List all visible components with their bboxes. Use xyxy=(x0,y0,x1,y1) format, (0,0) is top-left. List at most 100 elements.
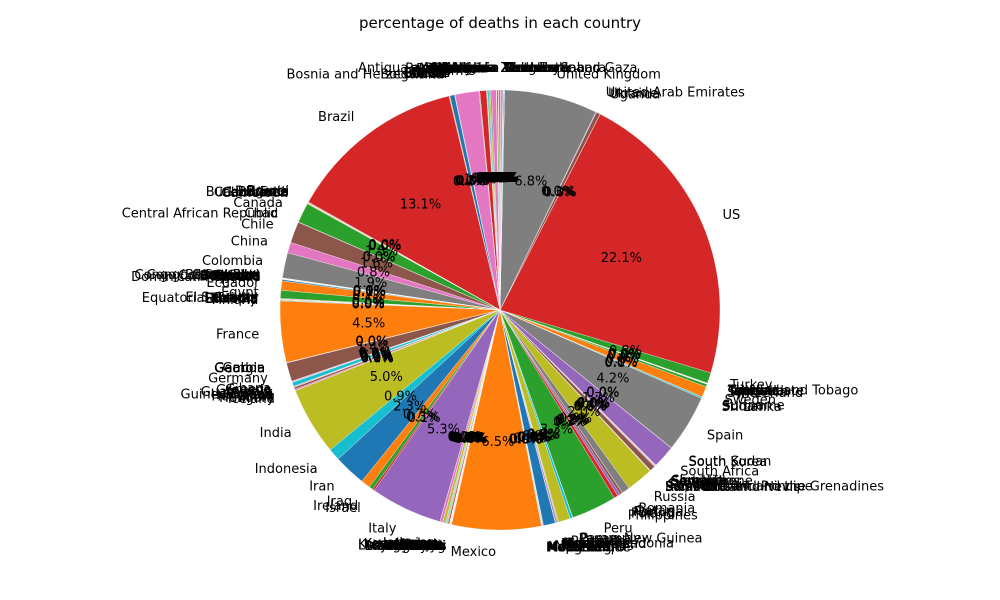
slice-label-togo: Togo xyxy=(727,384,758,399)
slice-label-eritrea: Eritrea xyxy=(215,291,258,306)
slice-label-lesotho: Lesotho xyxy=(394,539,445,554)
slice-label-senegal: Senegal xyxy=(670,475,722,490)
slice-pct-vietnam: 0.0% xyxy=(485,171,518,186)
slice-label-australia: Australia xyxy=(431,61,489,76)
slice-pct-togo: 0.0% xyxy=(608,347,641,362)
slice-label-mexico: Mexico xyxy=(451,545,496,560)
slice-label-liberia: Liberia xyxy=(401,539,445,554)
slice-label-peru: Peru xyxy=(604,522,633,537)
slice-pct-south-africa: 1.7% xyxy=(582,391,615,406)
slice-label-saint-vincent-and-the-grenadines: Saint Vincent and the Grenadines xyxy=(665,480,884,495)
slice-pct-belize: 0.0% xyxy=(456,174,489,189)
slice-pct-bolivia: 0.3% xyxy=(455,174,488,189)
slice-pct-serbia: 0.0% xyxy=(577,397,610,412)
slice-label-trinidad-and-tobago: Trinidad and Tobago xyxy=(727,384,858,399)
slice-label-ghana: Ghana xyxy=(229,382,272,397)
slice-pct-israel: 0.1% xyxy=(408,411,441,426)
slice-us xyxy=(499,113,721,374)
slice-label-belarus: Belarus xyxy=(428,62,477,77)
slice-label-congo-brazzaville: Congo (Brazzaville) xyxy=(134,268,260,283)
slice-label-seychelles: Seychelles xyxy=(671,474,741,489)
slice-label-dominica: Dominica xyxy=(199,269,260,284)
slice-pct-cote-d-ivoire: 0.0% xyxy=(353,284,386,299)
slice-label-nepal: Nepal xyxy=(548,540,586,555)
slice-label-israel: Israel xyxy=(325,501,361,516)
slice-label-cyprus: Cyprus xyxy=(215,269,261,284)
slice-label-greece: Greece xyxy=(225,382,271,397)
slice-pct-saudi-arabia: 0.4% xyxy=(575,398,608,413)
slice-pct-mozambique: 0.0% xyxy=(509,432,542,447)
slice-label-sudan: Sudan xyxy=(722,399,763,414)
slice-label-bulgaria: Bulgaria xyxy=(235,185,289,200)
slice-pct-philippines: 0.3% xyxy=(553,415,586,430)
slice-label-georgia: Georgia xyxy=(214,361,265,376)
slice-label-finland: Finland xyxy=(212,293,258,308)
slice-pct-somalia: 0.0% xyxy=(577,396,610,411)
slice-label-fiji: Fiji xyxy=(241,292,258,307)
slice-label-papua-new-guinea: Papua New Guinea xyxy=(580,531,702,546)
slice-pct-greece: 0.0% xyxy=(359,346,392,361)
slice-label-colombia: Colombia xyxy=(202,254,263,269)
slice-pct-mali: 0.0% xyxy=(454,432,487,447)
slice-label-thailand: Thailand xyxy=(727,384,784,399)
slice-label-tanzania: Tanzania xyxy=(727,384,785,399)
slice-pct-oman: 0.0% xyxy=(518,430,551,445)
slice-pct-albania: 0.0% xyxy=(482,171,515,186)
slice-pct-armenia: 0.1% xyxy=(478,171,511,186)
slice-label-mongolia: Mongolia xyxy=(547,540,606,555)
slice-pct-equatorial-guinea: 0.0% xyxy=(352,296,385,311)
slice-pct-bhutan: 0.0% xyxy=(456,174,489,189)
slice-label-belize: Belize xyxy=(411,66,450,81)
slice-pct-sierra-leone: 0.0% xyxy=(577,396,610,411)
slice-pct-malawi: 0.0% xyxy=(454,432,487,447)
slice-pct-haiti: 0.0% xyxy=(360,349,393,364)
slice-pct-lebanon: 0.0% xyxy=(453,432,486,447)
slice-pct-timor-leste: 0.0% xyxy=(608,347,641,362)
slice-pct-uganda: 0.0% xyxy=(544,185,577,200)
slice-pct-antigua-and-barbuda: 0.0% xyxy=(481,171,514,186)
slice-pct-turkey: 0.8% xyxy=(609,344,642,359)
slice-label-bolivia: Bolivia xyxy=(404,67,447,82)
slice-label-romania: Romania xyxy=(638,502,695,517)
slice-label-grenada: Grenada xyxy=(216,383,272,398)
slice-pct-kenya: 0.0% xyxy=(451,431,484,446)
slice-pct-colombia: 1.9% xyxy=(354,276,387,291)
slice-pct-mexico: 6.5% xyxy=(481,435,514,450)
slice-label-croatia: Croatia xyxy=(214,269,261,284)
slice-pct-morocco: 0.0% xyxy=(509,432,542,447)
slice-label-albania: Albania xyxy=(450,61,499,76)
slice-pct-ecuador: 0.7% xyxy=(352,288,385,303)
slice-pct-brunei: 0.0% xyxy=(368,238,401,253)
slice-pct-grenada: 0.0% xyxy=(359,347,392,362)
slice-pct-cambodia: 0.0% xyxy=(368,239,401,254)
slice-pct-el-salvador: 0.0% xyxy=(352,296,385,311)
slice-pct-san-marino: 0.0% xyxy=(574,399,607,414)
slice-pct-dominica: 0.0% xyxy=(353,285,386,300)
slice-pct-united-kingdom: 6.8% xyxy=(514,175,547,190)
slice-pct-central-african-republic: 0.0% xyxy=(362,250,395,265)
slice-pct-denmark: 0.0% xyxy=(353,285,386,300)
slice-label-guatemala: Guatemala xyxy=(201,385,273,400)
slice-label-maldives: Maldives xyxy=(389,539,446,554)
slice-pct-kosovo: 0.0% xyxy=(452,431,485,446)
slice-pct-chile: 1.6% xyxy=(360,256,393,271)
slice-pct-panama: 0.2% xyxy=(526,428,559,443)
slice-pct-yemen: 0.1% xyxy=(485,171,518,186)
slice-pct-costa-rica: 0.0% xyxy=(353,284,386,299)
slice-label-burundi: Burundi xyxy=(238,185,289,200)
slice-label-venezuela: Venezuela xyxy=(504,61,571,76)
slice-pct-thailand: 0.0% xyxy=(608,347,641,362)
slice-pct-cuba: 0.0% xyxy=(353,284,386,299)
slice-pct-libya: 0.0% xyxy=(454,432,487,447)
slice-label-south-korea: South Korea xyxy=(688,455,767,470)
slice-pct-djibouti: 0.0% xyxy=(353,285,386,300)
slice-label-saudi-arabia: Saudi Arabia xyxy=(668,477,751,492)
slice-pct-argentina: 0.3% xyxy=(480,171,513,186)
slice-pct-singapore: 0.0% xyxy=(577,396,610,411)
slice-label-timor-leste: Timor-Leste xyxy=(727,384,804,399)
slice-pct-poland: 0.2% xyxy=(555,414,588,429)
slice-pct-eswatini: 0.0% xyxy=(352,297,385,312)
slice-label-saint-kitts-and-nevis: Saint Kitts and Nevis xyxy=(665,480,800,495)
slice-pct-korea-south: 0.0% xyxy=(451,431,484,446)
slice-pct-algeria: 0.1% xyxy=(482,171,515,186)
